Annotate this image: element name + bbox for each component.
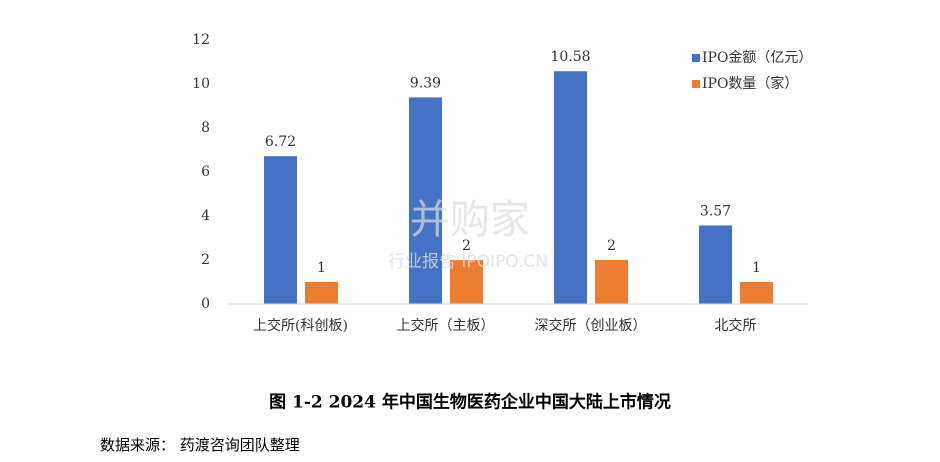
y-tick-label: 4 xyxy=(201,208,210,224)
caption: 图 1-2 2024 年中国生物医药企业中国大陆上市情况 xyxy=(269,392,671,413)
legend-label: IPO金额（亿元） xyxy=(702,50,812,66)
watermark: 并购家 xyxy=(410,197,530,243)
bar xyxy=(554,71,587,305)
value-label: 3.57 xyxy=(700,203,731,219)
value-label: 10.58 xyxy=(550,49,590,65)
x-tick-label: 上交所(科创板) xyxy=(253,317,348,334)
bar xyxy=(305,282,338,304)
y-tick-label: 2 xyxy=(201,252,210,268)
value-label: 1 xyxy=(752,260,761,276)
x-tick-label: 上交所（主板） xyxy=(397,317,495,334)
bar xyxy=(595,260,628,304)
x-tick-label: 北交所 xyxy=(715,317,757,334)
y-tick-label: 10 xyxy=(192,76,210,92)
value-label: 9.39 xyxy=(410,75,441,91)
bar xyxy=(264,156,297,304)
y-tick-label: 6 xyxy=(201,164,210,180)
legend-swatch xyxy=(692,54,700,62)
bar xyxy=(740,282,773,304)
value-label: 1 xyxy=(317,260,326,276)
legend-swatch xyxy=(692,80,700,88)
y-tick-label: 8 xyxy=(201,120,210,136)
y-tick-label: 12 xyxy=(192,32,210,48)
watermark: 行业报告 IPOIPO.CN xyxy=(388,252,548,272)
bar xyxy=(699,225,732,304)
source: 数据来源： 药渡咨询团队整理 xyxy=(100,436,300,454)
x-tick-label: 深交所（创业板） xyxy=(535,317,647,334)
bar xyxy=(450,260,483,304)
y-tick-label: 0 xyxy=(201,296,210,312)
bar xyxy=(409,97,442,304)
value-label: 2 xyxy=(607,238,616,254)
legend-label: IPO数量（家） xyxy=(702,75,798,92)
value-label: 2 xyxy=(462,238,471,254)
value-label: 6.72 xyxy=(265,134,296,150)
